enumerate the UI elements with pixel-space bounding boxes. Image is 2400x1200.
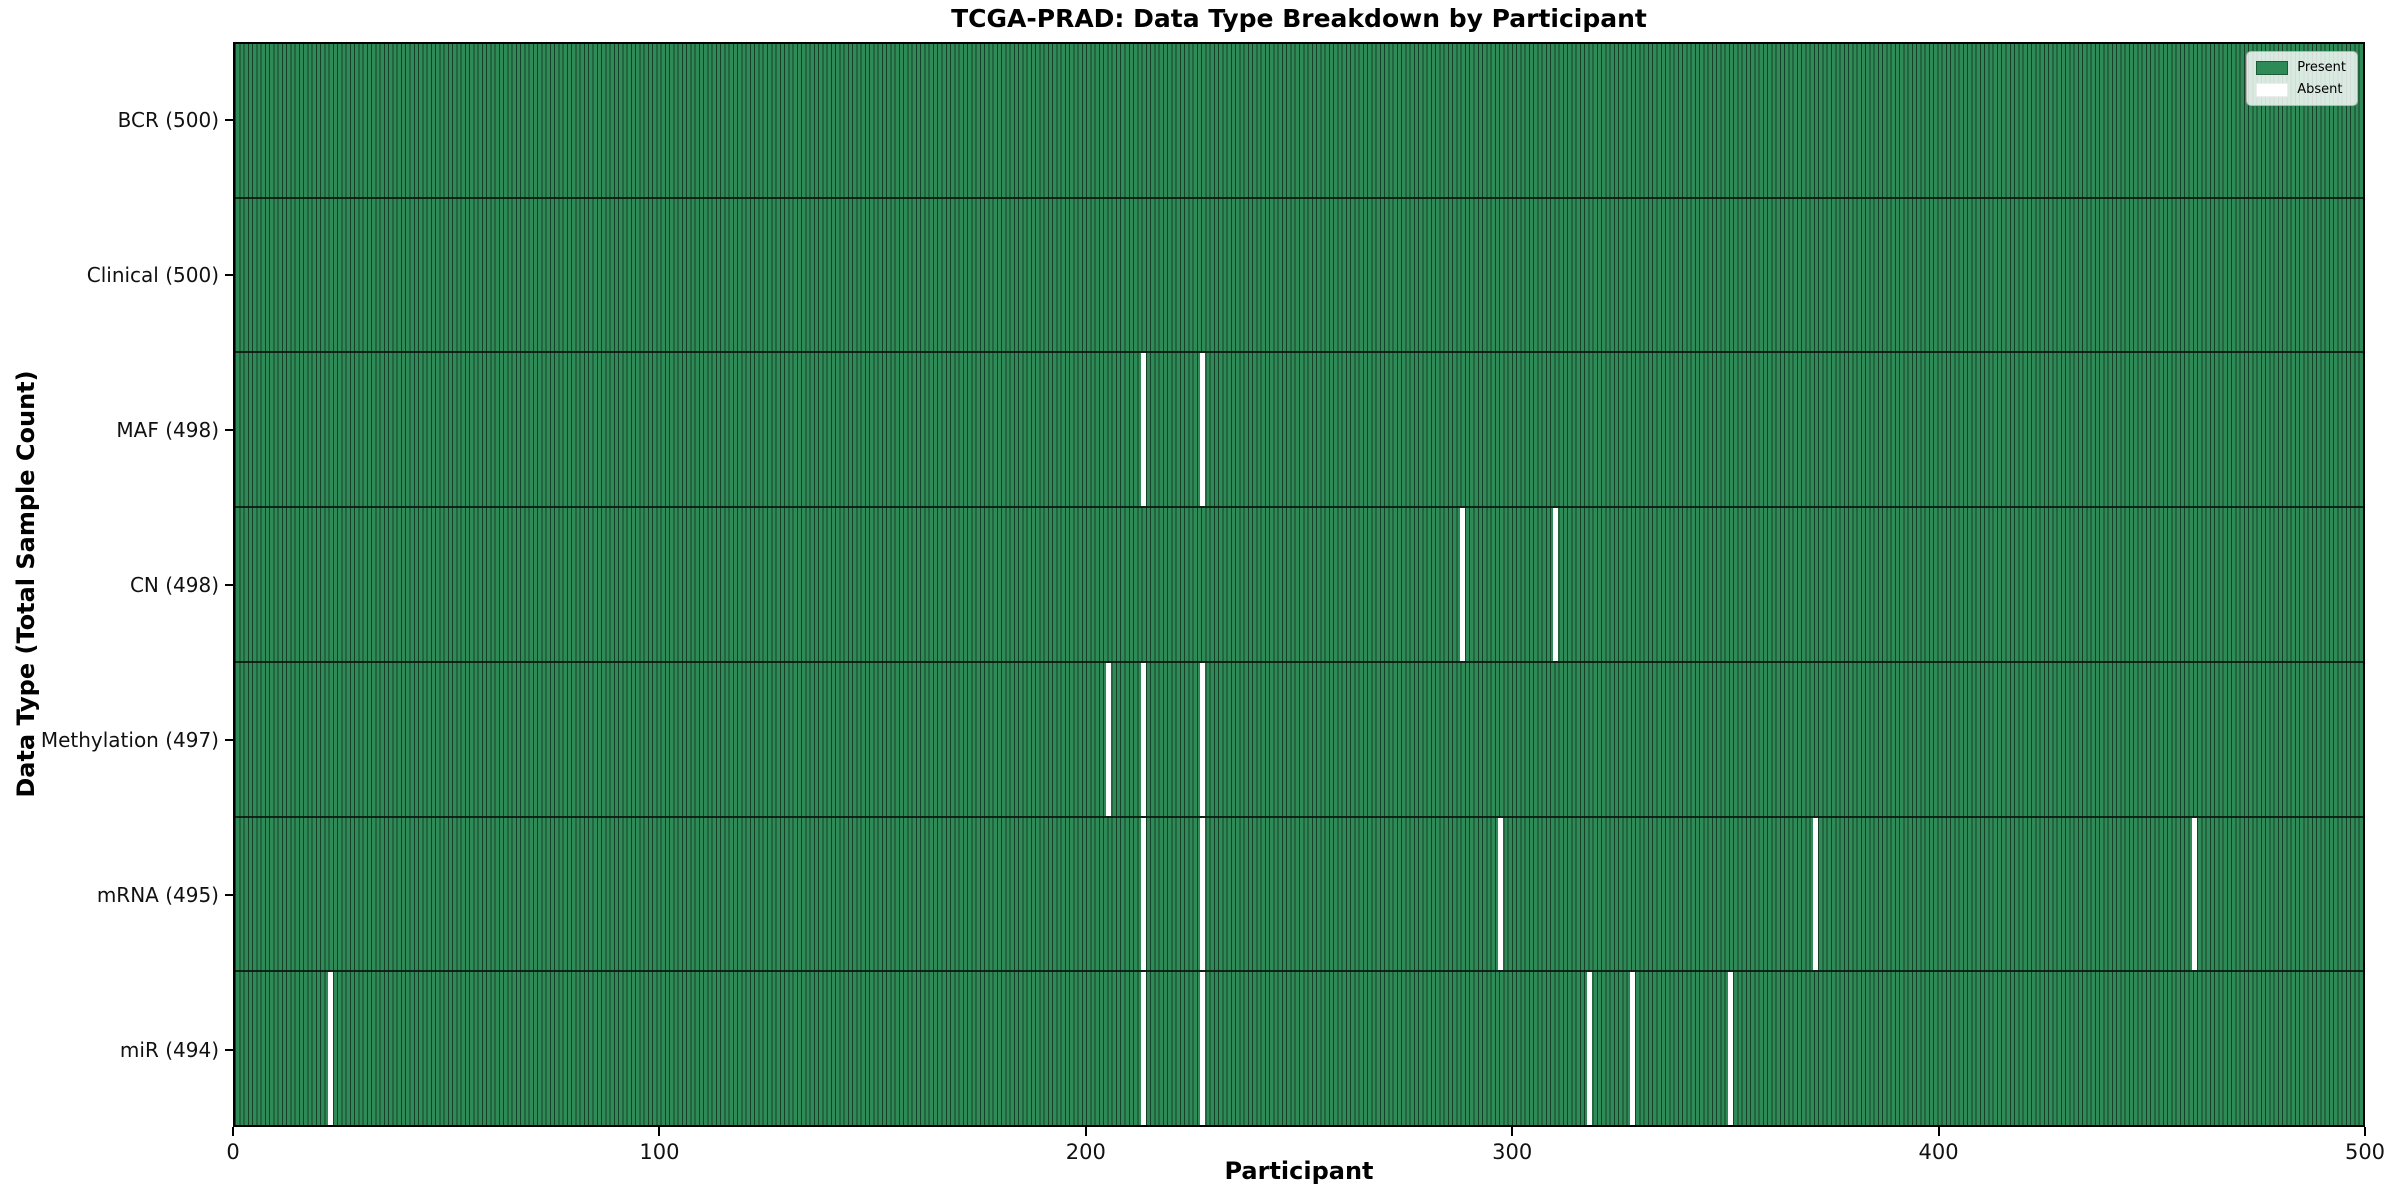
y-tick-mark (225, 738, 233, 741)
y-tick-mark (225, 1048, 233, 1051)
chart-title: TCGA-PRAD: Data Type Breakdown by Partic… (951, 4, 1647, 33)
data-type-row-mir (235, 972, 2363, 1126)
legend-label-present: Present (2297, 60, 2346, 75)
x-tick-mark (232, 1127, 234, 1136)
x-tick-mark (658, 1127, 661, 1136)
y-tick-label: MAF (498) (116, 417, 219, 442)
absent-gap (327, 972, 333, 1126)
y-tick-label: Clinical (500) (86, 262, 219, 287)
data-type-row-clinical (235, 198, 2363, 354)
x-axis-title: Participant (1224, 1157, 1374, 1185)
absent-gap (1200, 817, 1206, 971)
y-tick-label: mRNA (495) (96, 882, 219, 907)
y-tick-label: CN (498) (129, 572, 219, 597)
absent-gap (1629, 972, 1635, 1126)
absent-gap (1200, 662, 1206, 816)
x-tick-mark (1084, 1127, 1087, 1136)
absent-gap (1727, 972, 1733, 1126)
y-axis: BCR (500) Clinical (500) MAF (498) CN (498)… (0, 42, 233, 1127)
absent-gap (1459, 508, 1465, 661)
absent-gap (1498, 817, 1504, 971)
data-type-row-cn (235, 508, 2363, 663)
x-axis: 0 100 200 300 400 500 (226, 1127, 2385, 1187)
y-tick-mark (225, 583, 233, 586)
x-tick-label: 500 (2344, 1140, 2386, 1164)
x-tick-mark (2364, 1127, 2366, 1136)
present-swatch-icon (2256, 60, 2289, 75)
data-type-row-bcr (235, 44, 2363, 199)
y-tick-label: BCR (500) (117, 107, 219, 132)
legend-label-absent: Absent (2297, 82, 2343, 97)
y-tick-mark (225, 118, 233, 121)
x-tick-label: 300 (1492, 1140, 1533, 1164)
legend-item-absent: Absent (2256, 82, 2346, 97)
legend: Present Absent (2246, 51, 2358, 106)
y-tick-mark (225, 273, 233, 276)
absent-gap (1587, 972, 1593, 1126)
absent-gap (1812, 817, 1818, 971)
x-tick-label: 100 (639, 1140, 680, 1164)
absent-swatch-icon (2256, 82, 2289, 97)
absent-gap (1200, 972, 1206, 1126)
x-tick-mark (1937, 1127, 1940, 1136)
absent-gap (1553, 508, 1559, 661)
y-tick-label: Methylation (497) (40, 727, 219, 752)
plot-area: Present Absent (233, 42, 2365, 1127)
data-type-row-maf (235, 353, 2363, 509)
y-tick-mark (225, 428, 233, 431)
absent-gap (1140, 662, 1146, 816)
absent-gap (1200, 353, 1206, 507)
x-tick-mark (1511, 1127, 1514, 1136)
absent-gap (1140, 353, 1146, 507)
x-tick-label: 0 (226, 1140, 240, 1164)
x-tick-label: 200 (1065, 1140, 1106, 1164)
legend-item-present: Present (2256, 60, 2346, 75)
y-tick-label: miR (494) (119, 1037, 219, 1062)
y-tick-mark (225, 893, 233, 896)
absent-gap (1140, 817, 1146, 971)
absent-gap (2191, 817, 2197, 971)
data-type-row-mrna (235, 817, 2363, 973)
x-tick-label: 400 (1918, 1140, 1959, 1164)
absent-gap (1106, 662, 1112, 816)
absent-gap (1140, 972, 1146, 1126)
data-type-row-methylation (235, 662, 2363, 818)
